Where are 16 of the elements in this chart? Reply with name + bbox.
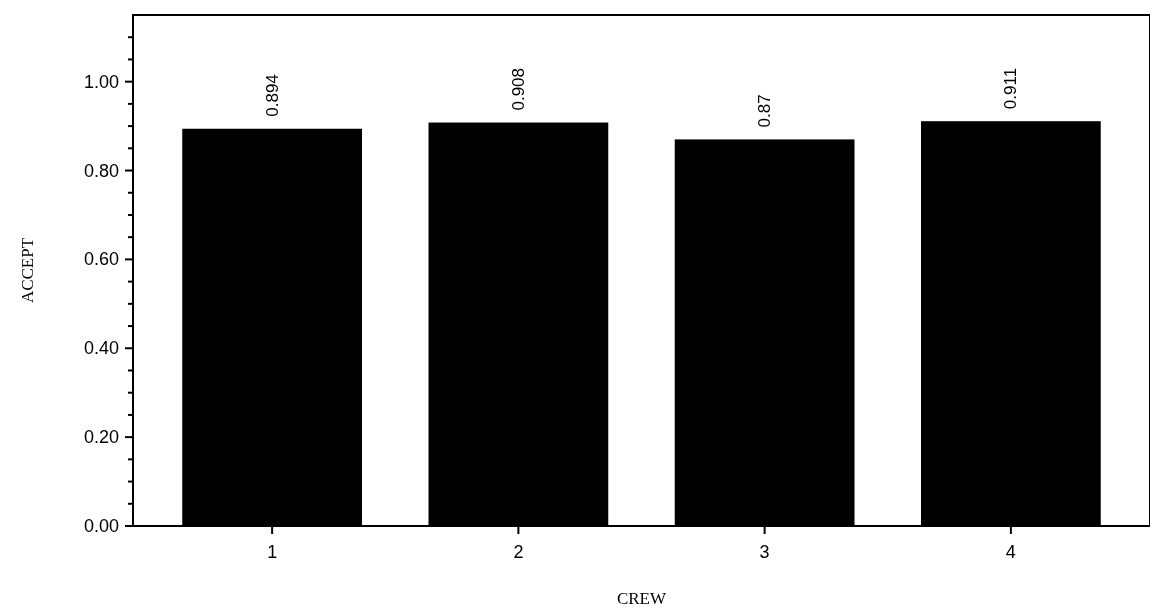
- data-label: 0.894: [262, 74, 282, 117]
- x-axis-title: CREW: [616, 589, 668, 607]
- y-tick-label: 0.20: [83, 427, 119, 448]
- y-axis-title: ACCEPT: [18, 237, 37, 304]
- y-tick-label: 0.60: [83, 249, 119, 270]
- data-label: 0.87: [755, 94, 775, 128]
- data-label: 0.908: [508, 67, 528, 111]
- x-tick-label: 2: [513, 542, 524, 562]
- y-tick-label: 0.00: [83, 516, 119, 536]
- x-tick-label: 1: [267, 542, 278, 562]
- x-tick-label: 3: [759, 542, 770, 562]
- y-tick-label: 0.80: [83, 160, 119, 181]
- y-tick-label: 1.00: [83, 71, 119, 92]
- data-label: 0.911: [1001, 67, 1021, 110]
- x-tick-label: 4: [1005, 542, 1016, 562]
- y-tick-label: 0.40: [83, 338, 119, 359]
